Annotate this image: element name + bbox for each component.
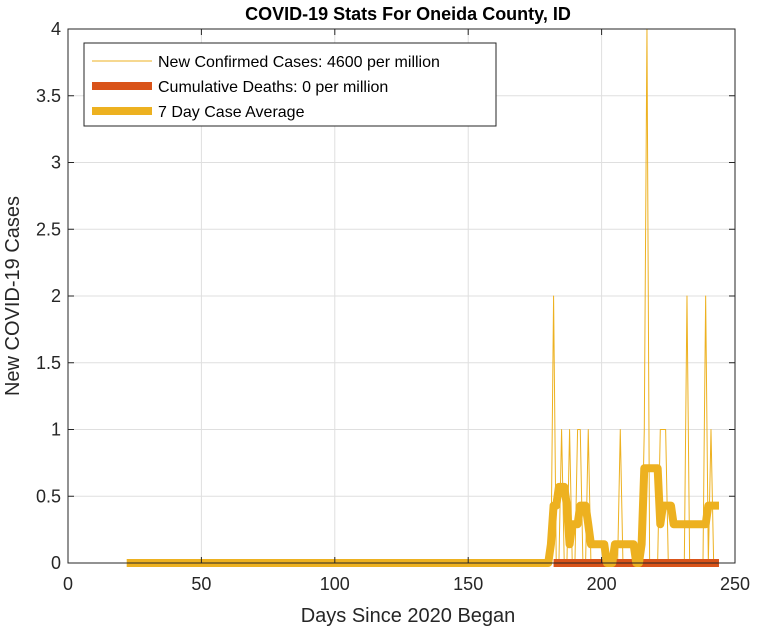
y-axis-label: New COVID-19 Cases: [2, 196, 24, 396]
legend: New Confirmed Cases: 4600 per million Cu…: [83, 42, 497, 127]
y-tick-label: 4: [51, 19, 61, 39]
x-tick-label: 200: [587, 574, 617, 594]
y-tick-label: 3: [51, 153, 61, 173]
legend-label-7-day-average: 7 Day Case Average: [158, 104, 305, 121]
x-tick-label: 100: [320, 574, 350, 594]
series-line-7-day-average: [126, 464, 721, 567]
y-tick-label: 0: [51, 553, 61, 573]
x-axis-label: Days Since 2020 Began: [301, 605, 516, 627]
legend-label-cumulative-deaths: Cumulative Deaths: 0 per million: [158, 79, 388, 96]
y-tick-label: 1: [51, 420, 61, 440]
y-tick-label: 2.5: [36, 219, 61, 239]
y-tick-label: 3.5: [36, 86, 61, 106]
chart-title: COVID-19 Stats For Oneida County, ID: [245, 4, 571, 24]
y-tick-label: 2: [51, 286, 61, 306]
x-tick-label: 50: [191, 574, 211, 594]
axis-ticks: 0 50 100 150 200 250 0 0.5 1 1.5 2 2.5 3 3.5 4: [36, 19, 750, 594]
y-tick-label: 1.5: [36, 353, 61, 373]
x-tick-label: 150: [453, 574, 483, 594]
legend-label-new-cases: New Confirmed Cases: 4600 per million: [158, 54, 440, 71]
x-tick-label: 250: [720, 574, 750, 594]
y-tick-label: 0.5: [36, 486, 61, 506]
legend-box: [83, 42, 497, 127]
x-tick-label: 0: [63, 574, 73, 594]
